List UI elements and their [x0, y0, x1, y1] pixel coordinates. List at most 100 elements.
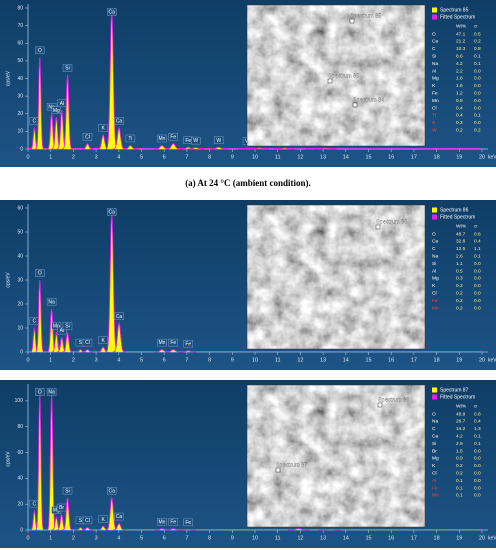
table-value: 0.0 [474, 83, 481, 89]
fitted-peak [112, 523, 126, 531]
table-value: 1.6 [456, 83, 463, 89]
peak-label: O [38, 390, 42, 396]
table-value: 0.0 [474, 76, 481, 82]
table-value: 0.2 [456, 305, 463, 311]
peak-label: Ca [116, 314, 123, 320]
x-tick-label: 11 [275, 154, 281, 160]
peak-label: K [101, 338, 105, 344]
peak-label-box [157, 134, 167, 143]
peak-label: C [33, 501, 37, 507]
x-tick-label: 6 [163, 357, 166, 363]
sem-label: Spectrum 84 [353, 97, 384, 103]
table-header: Wt% [456, 223, 467, 229]
peak-label-box [213, 136, 224, 144]
table-value: 0.3 [456, 283, 463, 289]
peak [165, 349, 181, 352]
y-tick-label: 20 [17, 301, 23, 307]
peak-label: W [193, 138, 198, 144]
peak [35, 280, 45, 352]
sem-marker [327, 78, 333, 84]
table-value: 1.2 [456, 90, 463, 96]
peak [62, 74, 73, 149]
fitted-peak [288, 528, 310, 531]
x-tick-label: 5 [140, 154, 143, 160]
x-tick-label: 17 [411, 535, 417, 541]
table-value: 10.3 [456, 46, 466, 52]
peak-label: Na [48, 299, 55, 305]
peak-label: Si [65, 66, 69, 72]
peak [288, 528, 310, 530]
peak-label: C [33, 319, 37, 325]
peak [62, 332, 73, 352]
table-value: 12.5 [456, 246, 466, 252]
x-axis-label: keV [488, 154, 496, 160]
peak-label-box [107, 487, 117, 495]
peak-label-box [57, 326, 67, 335]
x-tick-label: 19 [456, 154, 462, 160]
table-value: 0.0 [474, 68, 481, 74]
sem-image [247, 5, 425, 146]
peak [165, 143, 181, 149]
y-tick-label: 10 [17, 325, 23, 331]
fitted-peak [62, 331, 73, 353]
peak-label: K [101, 517, 105, 523]
x-tick-label: 0 [26, 535, 29, 541]
x-tick-label: 2 [72, 535, 75, 541]
table-element: O [432, 231, 436, 237]
x-tick-label: 3 [95, 154, 98, 160]
table-element: Mn [432, 305, 439, 311]
table-element: Fe [432, 90, 438, 96]
table-element: Ca [432, 239, 438, 245]
y-tick-label: 20 [17, 111, 23, 117]
table-value: 21.2 [456, 39, 466, 45]
x-tick-label: 4 [117, 154, 120, 160]
x-tick-label: 16 [388, 154, 394, 160]
x-tick-label: 20 [479, 357, 485, 363]
peak-label: Ca [109, 210, 116, 216]
legend-label: Spectrum 85 [440, 7, 469, 13]
fitted-peak [165, 143, 181, 150]
legend-label: Fitted Spectrum [440, 394, 475, 400]
peak [81, 349, 93, 352]
table-element: Cl [432, 105, 437, 111]
x-tick-label: 14 [343, 535, 349, 541]
sem-image [247, 205, 425, 349]
table-element: K [432, 83, 436, 89]
spectrum-panel: 0 1 2 3 4 5 6 7 8 9 10 11 12 13 14 15 16 17 18 19 2002040608… [0, 380, 496, 548]
table-value: 0.3 [456, 276, 463, 282]
y-tick-label: 60 [17, 450, 23, 456]
table-value: 0.0 [474, 456, 481, 462]
y-tick-label: 0 [20, 349, 23, 355]
peak [165, 528, 181, 530]
table-value: 0.1 [474, 113, 481, 119]
peak-label: Al [60, 101, 64, 107]
peak-label-box [46, 298, 57, 306]
peak-label: Na [48, 390, 55, 396]
sem-frame [246, 204, 426, 350]
y-tick-label: 70 [17, 23, 23, 29]
peak-label-box [62, 322, 73, 330]
fitted-peak [318, 528, 342, 531]
legend-label: Fitted Spectrum [440, 14, 475, 20]
x-tick-label: 10 [252, 154, 258, 160]
peak-label-box [168, 133, 178, 141]
peak [112, 323, 126, 352]
table-element: W [432, 127, 437, 133]
x-tick-label: 16 [388, 535, 394, 541]
x-tick-label: 5 [140, 357, 143, 363]
peak-label: Fe [185, 520, 191, 526]
sem-label: Spectrum 87 [276, 462, 307, 468]
table-element: Ti [432, 113, 436, 119]
table-element: Ca [432, 433, 438, 439]
peak-label: Fe [185, 138, 191, 144]
x-tick-label: 8 [208, 154, 211, 160]
fitted-peak [112, 321, 126, 353]
table-value: 0.0 [474, 463, 481, 469]
table-value: 0.0 [474, 470, 481, 476]
legend-label: Spectrum 86 [440, 207, 469, 213]
table-element: K [432, 283, 436, 289]
peak-label: O [38, 271, 42, 277]
x-tick-label: 7 [185, 535, 188, 541]
table-element: Ca [432, 39, 438, 45]
x-tick-label: 1 [49, 535, 52, 541]
